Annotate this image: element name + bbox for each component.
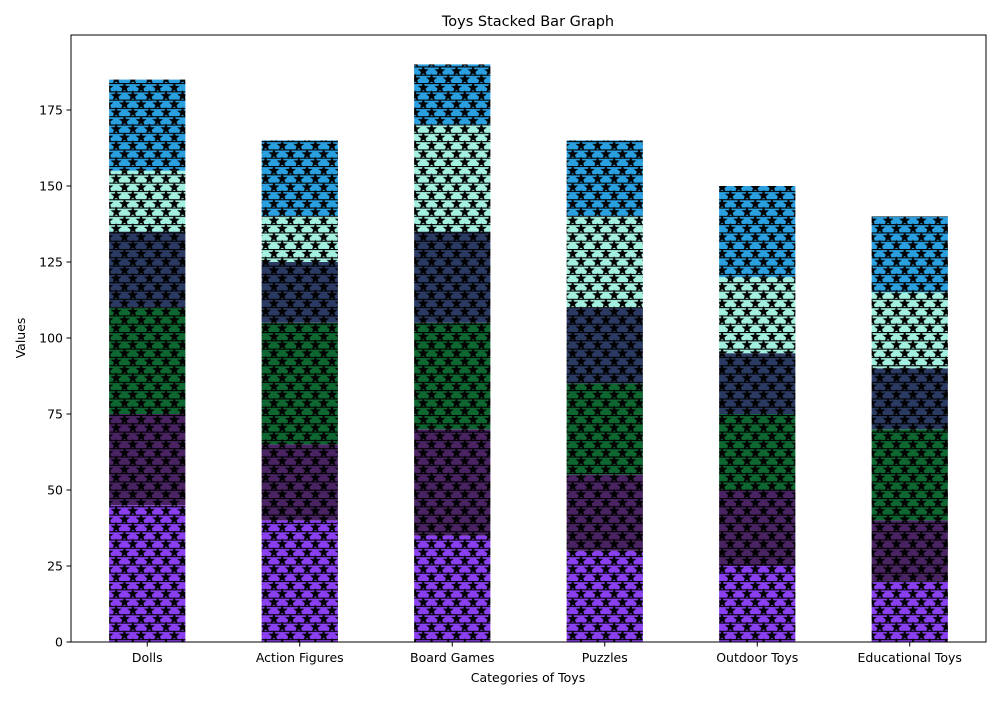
bar-segment xyxy=(566,140,643,217)
plot-frame xyxy=(70,34,987,643)
bar-segment xyxy=(566,216,643,308)
bar-segment xyxy=(719,414,796,490)
bar-segment xyxy=(719,353,796,414)
y-tick-label: 50 xyxy=(47,483,63,498)
bar-segment xyxy=(414,64,491,126)
bar-segment xyxy=(719,277,796,354)
bar-segment xyxy=(719,566,796,642)
bar-segment xyxy=(109,231,186,308)
bar-segment xyxy=(719,186,796,278)
bar-segment xyxy=(871,292,948,369)
bar-segment xyxy=(871,520,948,582)
bar-segment xyxy=(414,535,491,642)
y-tick-label: 125 xyxy=(39,255,63,270)
bar-segment xyxy=(261,444,338,521)
bar-segment xyxy=(414,125,491,232)
y-tick-label: 150 xyxy=(39,179,63,194)
x-tick-label: Educational Toys xyxy=(858,650,962,665)
bar-segment xyxy=(261,216,338,262)
x-tick-label: Board Games xyxy=(410,650,494,665)
bar-segment xyxy=(261,520,338,642)
bar-segment xyxy=(871,368,948,430)
bar-segment xyxy=(109,505,186,642)
bar-segment xyxy=(871,581,948,642)
bar-segment xyxy=(566,307,643,384)
bar-segment xyxy=(261,140,338,217)
bar-segment xyxy=(414,231,491,323)
bar-segment xyxy=(871,216,948,293)
y-tick-label: 25 xyxy=(47,559,63,574)
x-axis-label: Categories of Toys xyxy=(471,670,585,685)
bar-segment xyxy=(719,490,796,566)
bar-segment xyxy=(414,429,491,536)
bar-segment xyxy=(261,322,338,445)
bar-segment xyxy=(109,79,186,171)
bars-layer xyxy=(109,64,948,642)
bar-segment xyxy=(261,262,338,323)
x-tick-label: Dolls xyxy=(132,650,163,665)
axes-layer: Dolls Action Figures Board Games Puzzles Out… xyxy=(39,103,962,666)
bar-segment xyxy=(109,170,186,232)
y-tick-label: 175 xyxy=(39,103,63,118)
bar-segment xyxy=(566,550,643,642)
bar-segment xyxy=(566,474,643,551)
bar-segment xyxy=(109,307,186,414)
y-tick-label: 0 xyxy=(55,635,63,650)
x-tick-label: Outdoor Toys xyxy=(716,650,798,665)
bar-segment xyxy=(566,383,643,475)
y-tick-label: 100 xyxy=(39,331,63,346)
bar-segment xyxy=(414,322,491,430)
x-tick-label: Action Figures xyxy=(256,650,344,665)
y-axis-label: Values xyxy=(13,318,28,359)
bar-segment xyxy=(109,414,186,506)
x-tick-label: Puzzles xyxy=(582,650,628,665)
bar-segment xyxy=(871,429,948,521)
chart-title: Toys Stacked Bar Graph xyxy=(441,14,614,30)
y-tick-label: 75 xyxy=(47,407,63,422)
